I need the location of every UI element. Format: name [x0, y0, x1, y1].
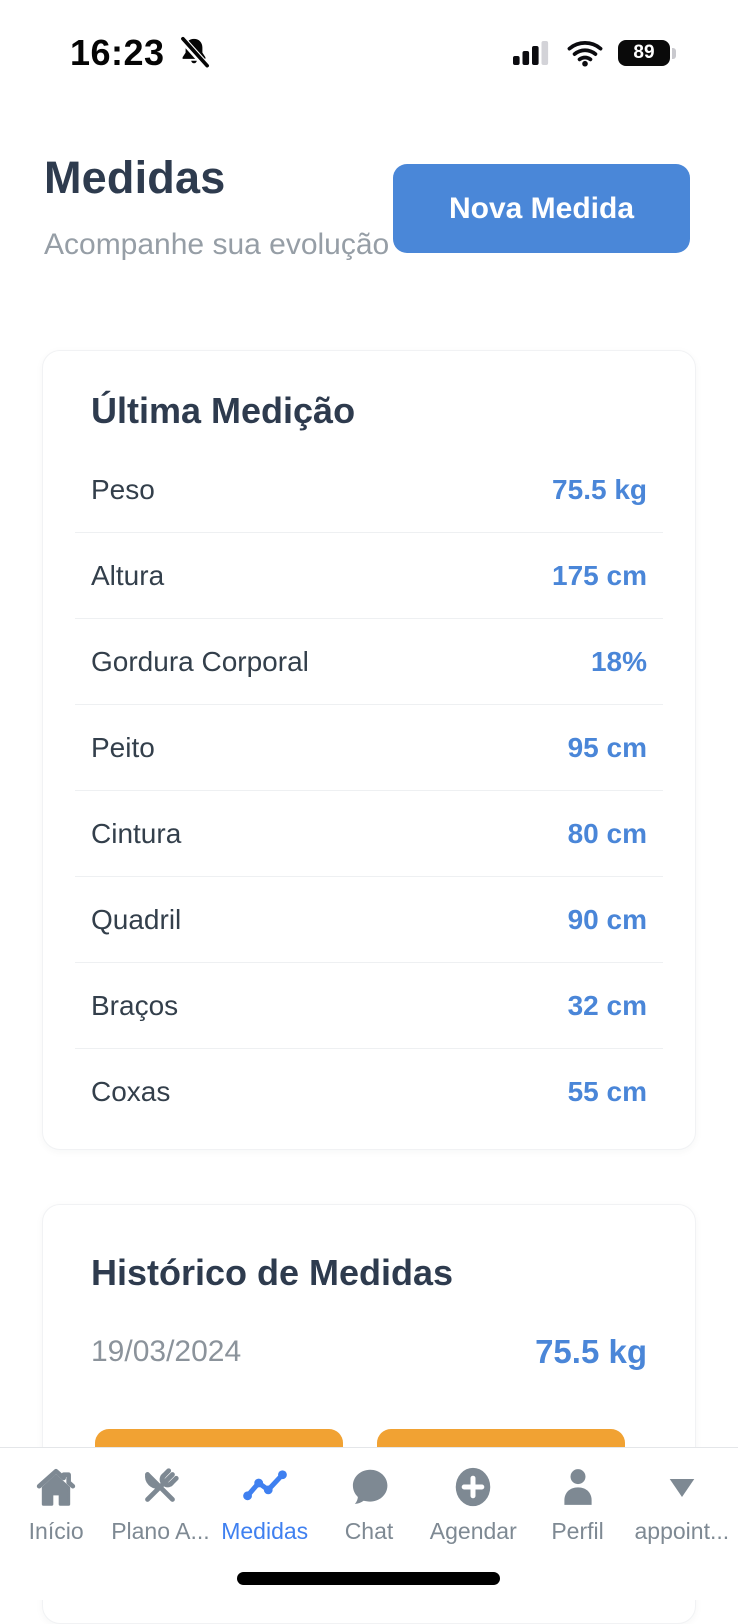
home-indicator[interactable] — [237, 1572, 500, 1585]
battery-icon: 89 — [618, 40, 676, 66]
bottom-tab-bar: Início Plano A... — [0, 1447, 738, 1600]
tab-label: Plano A... — [111, 1518, 210, 1544]
new-measure-button[interactable]: Nova Medida — [393, 164, 690, 253]
tab-perfil[interactable]: Perfil — [525, 1464, 629, 1545]
profile-person-icon — [563, 1469, 592, 1505]
measurement-row: Peito 95 cm — [75, 705, 663, 791]
measurement-row: Coxas 55 cm — [75, 1049, 663, 1135]
tab-label: Medidas — [221, 1518, 309, 1544]
measurement-value: 18% — [590, 645, 647, 677]
tab-label: Perfil — [551, 1518, 604, 1544]
measurement-value: 80 cm — [567, 817, 647, 849]
tab-appointments[interactable]: appoint... — [630, 1464, 734, 1545]
measurement-row: Gordura Corporal 18% — [75, 619, 663, 705]
page-title: Medidas — [44, 152, 226, 203]
status-time: 16:23 — [70, 32, 165, 73]
measurement-value: 32 cm — [567, 989, 647, 1021]
last-measurement-card: Última Medição Peso 75.5 kg Altura 175 c… — [42, 350, 696, 1150]
measurement-rows: Peso 75.5 kg Altura 175 cm Gordura Corpo… — [75, 447, 663, 1135]
measurement-label: Peito — [91, 731, 155, 763]
measurement-row: Cintura 80 cm — [75, 791, 663, 877]
history-entry: 19/03/2024 75.5 kg — [75, 1333, 663, 1371]
notifications-muted-icon — [178, 35, 210, 70]
measurement-label: Coxas — [91, 1076, 171, 1107]
battery-percent: 89 — [618, 40, 670, 66]
tab-chat[interactable]: Chat — [317, 1464, 421, 1545]
tab-plano-alimentar[interactable]: Plano A... — [108, 1464, 212, 1545]
cellular-signal-icon — [513, 41, 549, 65]
history-entry-date: 19/03/2024 — [91, 1335, 242, 1368]
measurement-value: 95 cm — [567, 731, 647, 763]
tab-label: Agendar — [429, 1518, 517, 1544]
add-plus-circle-icon — [456, 1467, 491, 1507]
measurement-row: Braços 32 cm — [75, 963, 663, 1049]
tab-label: Início — [28, 1518, 84, 1544]
last-measurement-title: Última Medição — [91, 390, 356, 431]
measurement-label: Peso — [91, 473, 155, 505]
tab-inicio[interactable]: Início — [4, 1464, 108, 1545]
measurement-label: Altura — [91, 559, 165, 591]
tab-label: Chat — [344, 1518, 394, 1544]
home-icon — [36, 1468, 76, 1506]
battery-tip — [672, 47, 676, 59]
measurement-row: Quadril 90 cm — [75, 877, 663, 963]
measurements-chart-icon — [242, 1470, 287, 1501]
status-bar: 16:23 89 — [0, 24, 738, 82]
measurement-value: 90 cm — [567, 903, 647, 935]
appointments-triangle-down-icon — [669, 1478, 695, 1497]
tab-agendar[interactable]: Agendar — [421, 1464, 525, 1545]
status-right: 89 — [512, 39, 676, 67]
measurement-label: Braços — [91, 989, 179, 1021]
page-subtitle: Acompanhe sua evolução — [44, 228, 390, 261]
meal-plan-utensils-icon — [145, 1468, 180, 1502]
measurement-row: Peso 75.5 kg — [75, 447, 663, 533]
tab-label: appoint... — [634, 1518, 730, 1544]
history-entry-weight: 75.5 kg — [535, 1333, 647, 1370]
measurement-value: 175 cm — [552, 559, 647, 591]
measurement-label: Gordura Corporal — [91, 645, 309, 677]
measurement-row: Altura 175 cm — [75, 533, 663, 619]
status-left: 16:23 — [70, 32, 213, 74]
tab-medidas[interactable]: Medidas — [213, 1464, 317, 1545]
chat-bubble-icon — [352, 1469, 388, 1504]
measurement-label: Cintura — [91, 817, 182, 849]
measurement-value: 75.5 kg — [552, 473, 647, 505]
wifi-icon — [567, 41, 603, 67]
measurement-value: 55 cm — [567, 1076, 647, 1107]
measurement-label: Quadril — [91, 903, 182, 935]
history-title: Histórico de Medidas — [91, 1252, 454, 1293]
